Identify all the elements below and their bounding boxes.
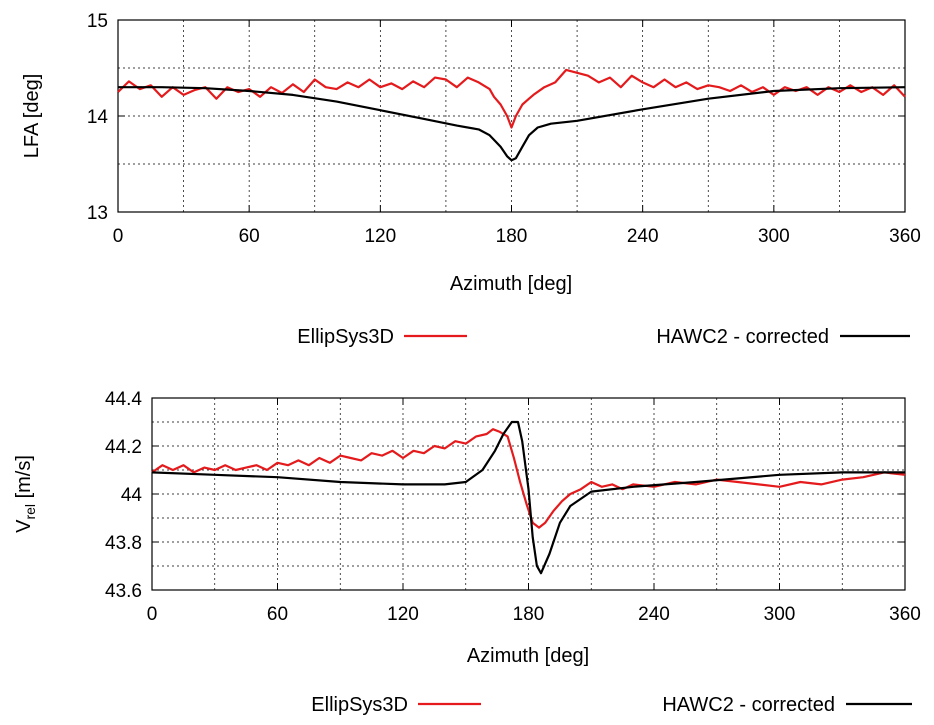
x-tick-label: 180 bbox=[513, 604, 545, 625]
legend: EllipSys3D HAWC2 - corrected bbox=[297, 326, 910, 348]
x-ticks: 0 60 120 180 240 300 360 bbox=[147, 398, 921, 625]
grid-lines bbox=[152, 398, 905, 590]
y-tick-label: 44.4 bbox=[105, 389, 142, 410]
y-tick-label: 14 bbox=[87, 107, 109, 128]
series-line-hawc2-corrected bbox=[118, 86, 906, 162]
legend-label-ellipsys3d: EllipSys3D bbox=[311, 694, 408, 716]
x-tick-label: 300 bbox=[758, 226, 790, 247]
x-ticks: 0 60 120 180 240 300 360 bbox=[113, 20, 921, 247]
y-ticks: 13 14 15 bbox=[87, 11, 905, 224]
legend-label-hawc2: HAWC2 - corrected bbox=[662, 694, 835, 716]
series-line-hawc2-corrected bbox=[151, 420, 905, 575]
x-tick-label: 60 bbox=[239, 226, 260, 247]
y-axis-label: Vrel [m/s] bbox=[13, 455, 38, 533]
x-axis-label: Azimuth [deg] bbox=[450, 273, 572, 295]
x-tick-label: 360 bbox=[889, 226, 921, 247]
y-ticks: 43.6 43.8 44 44.2 44.4 bbox=[105, 389, 905, 602]
x-axis-label: Azimuth [deg] bbox=[467, 645, 589, 667]
y-tick-label: 44.2 bbox=[105, 437, 142, 458]
y-axis-label-unit: [m/s] bbox=[13, 455, 35, 504]
x-tick-label: 180 bbox=[496, 226, 528, 247]
vrel-chart: 0 60 120 180 240 300 360 43.6 43.8 44 44.2 44.4 Az… bbox=[13, 389, 921, 716]
x-tick-label: 240 bbox=[638, 604, 670, 625]
series-layer bbox=[151, 420, 906, 575]
y-tick-label: 43.6 bbox=[105, 581, 142, 602]
legend: EllipSys3D HAWC2 - corrected bbox=[311, 694, 912, 716]
x-tick-label: 0 bbox=[147, 604, 158, 625]
y-tick-label: 44 bbox=[121, 485, 143, 506]
x-tick-label: 60 bbox=[267, 604, 288, 625]
y-tick-label: 13 bbox=[87, 203, 108, 224]
x-tick-label: 300 bbox=[764, 604, 796, 625]
series-line-ellipsys3d bbox=[117, 68, 906, 129]
y-tick-label: 15 bbox=[87, 11, 108, 32]
y-axis-label-sub: rel bbox=[22, 504, 38, 520]
series-layer bbox=[117, 68, 906, 162]
x-tick-label: 360 bbox=[889, 604, 921, 625]
y-axis-label-main: V bbox=[13, 519, 35, 533]
y-axis-label: LFA [deg] bbox=[21, 74, 43, 159]
grid-lines bbox=[118, 20, 905, 212]
x-tick-label: 120 bbox=[387, 604, 419, 625]
y-tick-label: 43.8 bbox=[105, 533, 142, 554]
x-tick-label: 0 bbox=[113, 226, 124, 247]
x-tick-label: 240 bbox=[627, 226, 659, 247]
x-tick-label: 120 bbox=[364, 226, 396, 247]
legend-label-ellipsys3d: EllipSys3D bbox=[297, 326, 394, 348]
legend-label-hawc2: HAWC2 - corrected bbox=[656, 326, 829, 348]
